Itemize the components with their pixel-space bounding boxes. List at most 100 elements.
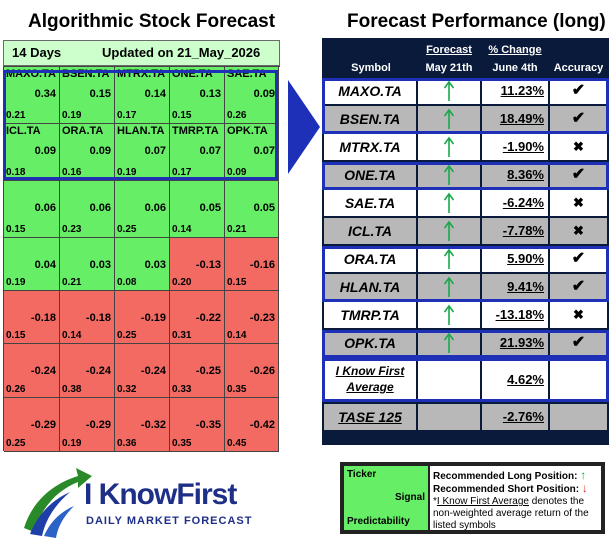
cell-predictability: 0.21: [62, 277, 82, 288]
checkmark-icon: ✔: [550, 106, 607, 132]
cell-predictability: 0.25: [6, 438, 26, 449]
cell-signal: -0.23: [249, 312, 275, 324]
cell-signal: -0.16: [249, 259, 275, 271]
cell-signal: 0.14: [144, 88, 166, 100]
average-highlight: [322, 358, 609, 402]
cell-signal: -0.13: [195, 259, 221, 271]
average-forecast-cell: [418, 358, 480, 402]
average-change: 4.62%: [482, 358, 548, 402]
accurate-group-highlight-1: [322, 78, 609, 134]
table-row: ICL.TA -7.78% ✖: [322, 218, 609, 244]
forecast-cell: [418, 106, 480, 132]
long-arrow-icon: ↑: [580, 468, 587, 482]
table-row: ONE.TA 8.36% ✔: [322, 162, 609, 188]
heatmap-cell: TMRP.TA 0.07 0.17: [170, 124, 225, 181]
cell-signal: 0.09: [34, 145, 56, 157]
row-symbol: SAE.TA: [324, 190, 416, 216]
cell-signal: -0.32: [140, 419, 166, 431]
heatmap-cell: SAE.TA 0.09 0.26: [225, 67, 279, 124]
short-arrow-icon: ↓: [581, 481, 588, 495]
table-row: MTRX.TA -1.90% ✖: [322, 134, 609, 160]
cell-signal: -0.24: [30, 365, 56, 377]
row-change: -1.90%: [482, 134, 548, 160]
cell-signal: -0.25: [195, 365, 221, 377]
row-symbol: TMRP.TA: [324, 302, 416, 328]
row-change: 5.90%: [482, 246, 548, 272]
cell-signal: 0.07: [253, 145, 275, 157]
cross-icon: ✖: [550, 302, 607, 328]
accurate-group-highlight-3: [322, 246, 609, 302]
accurate-group-highlight-4: [322, 330, 609, 358]
heatmap-cell: 0.06 0.25: [115, 181, 170, 238]
cell-predictability: 0.15: [6, 224, 26, 235]
logo-brand: I KnowFirst: [84, 478, 237, 511]
heatmap-cell: ONE.TA 0.13 0.15: [170, 67, 225, 124]
average-label: I Know First Average: [324, 358, 416, 402]
cell-predictability: 0.36: [117, 438, 137, 449]
up-arrow-icon: [443, 220, 455, 241]
col-accuracy-header: Accuracy: [553, 62, 604, 74]
cell-ticker: HLAN.TA: [117, 125, 165, 137]
cell-signal: -0.35: [195, 419, 221, 431]
forecast-header: 14 Days Updated on 21_May_2026: [3, 40, 280, 66]
table-row: SAE.TA -6.24% ✖: [322, 190, 609, 216]
checkmark-icon: ✔: [550, 274, 607, 300]
forecast-cell: [418, 246, 480, 272]
cell-signal: -0.24: [85, 365, 111, 377]
up-arrow-icon: [443, 332, 455, 353]
right-title: Forecast Performance (long): [347, 11, 606, 32]
heatmap-cell: -0.19 0.25: [115, 291, 170, 344]
heatmap-cell: -0.23 0.14: [225, 291, 279, 344]
cell-predictability: 0.09: [227, 167, 247, 178]
heatmap-cell: 0.03 0.21: [60, 238, 115, 291]
forecast-cell: [418, 78, 480, 104]
cell-predictability: 0.45: [227, 438, 247, 449]
cell-predictability: 0.38: [62, 384, 82, 395]
legend-long: Recommended Long Position: ↑: [433, 468, 586, 482]
cell-predictability: 0.21: [227, 224, 247, 235]
row-symbol: ORA.TA: [324, 246, 416, 272]
row-symbol: ICL.TA: [324, 218, 416, 244]
row-symbol: BSEN.TA: [324, 106, 416, 132]
cell-predictability: 0.16: [62, 167, 82, 178]
cross-icon: ✖: [550, 134, 607, 160]
cell-signal: -0.18: [85, 312, 111, 324]
table-row: OPK.TA 21.93% ✔: [322, 330, 609, 356]
up-arrow-icon: [443, 136, 455, 157]
heatmap-cell: 0.06 0.23: [60, 181, 115, 238]
cell-signal: 0.09: [89, 145, 111, 157]
legend-note-link: I Know First Average: [436, 496, 529, 507]
row-change: -7.78%: [482, 218, 548, 244]
left-title: Algorithmic Stock Forecast: [28, 11, 276, 32]
up-arrow-icon: [443, 248, 455, 269]
col-symbol-header: Symbol: [351, 62, 391, 74]
forecast-heatmap: MAXO.TA 0.34 0.21 BSEN.TA 0.15 0.19 MTRX.TA 0.1…: [3, 66, 280, 452]
cell-signal: -0.22: [195, 312, 221, 324]
forecast-cell: [418, 162, 480, 188]
legend-short-text: Recommended Short Position:: [433, 484, 580, 495]
heatmap-cell: -0.24 0.26: [4, 344, 60, 398]
benchmark-row: TASE 125 -2.76%: [322, 404, 609, 430]
legend-predictability: Predictability: [347, 516, 410, 527]
heatmap-cell: -0.16 0.15: [225, 238, 279, 291]
cell-predictability: 0.21: [6, 110, 26, 121]
legend: Ticker Signal Predictability Recommended…: [340, 462, 605, 534]
legend-text: Recommended Long Position: ↑ Recommended…: [430, 466, 601, 532]
heatmap-cell: 0.04 0.19: [4, 238, 60, 291]
average-accuracy-cell: [550, 358, 607, 402]
average-row: I Know First Average 4.62%: [322, 358, 609, 402]
legend-note: *I Know First Average denotes the non-we…: [433, 496, 598, 532]
cell-signal: 0.34: [34, 88, 56, 100]
forecast-cell: [418, 330, 480, 356]
heatmap-cell: -0.35 0.35: [170, 398, 225, 452]
heatmap-cell: -0.26 0.35: [225, 344, 279, 398]
cell-signal: 0.13: [199, 88, 221, 100]
heatmap-cell: -0.29 0.19: [60, 398, 115, 452]
cell-predictability: 0.26: [6, 384, 26, 395]
cross-icon: ✖: [550, 190, 607, 216]
cell-predictability: 0.19: [117, 167, 137, 178]
cell-predictability: 0.32: [117, 384, 137, 395]
heatmap-cell: -0.18 0.15: [4, 291, 60, 344]
cell-signal: 0.05: [199, 202, 221, 214]
cell-ticker: OPK.TA: [227, 125, 268, 137]
